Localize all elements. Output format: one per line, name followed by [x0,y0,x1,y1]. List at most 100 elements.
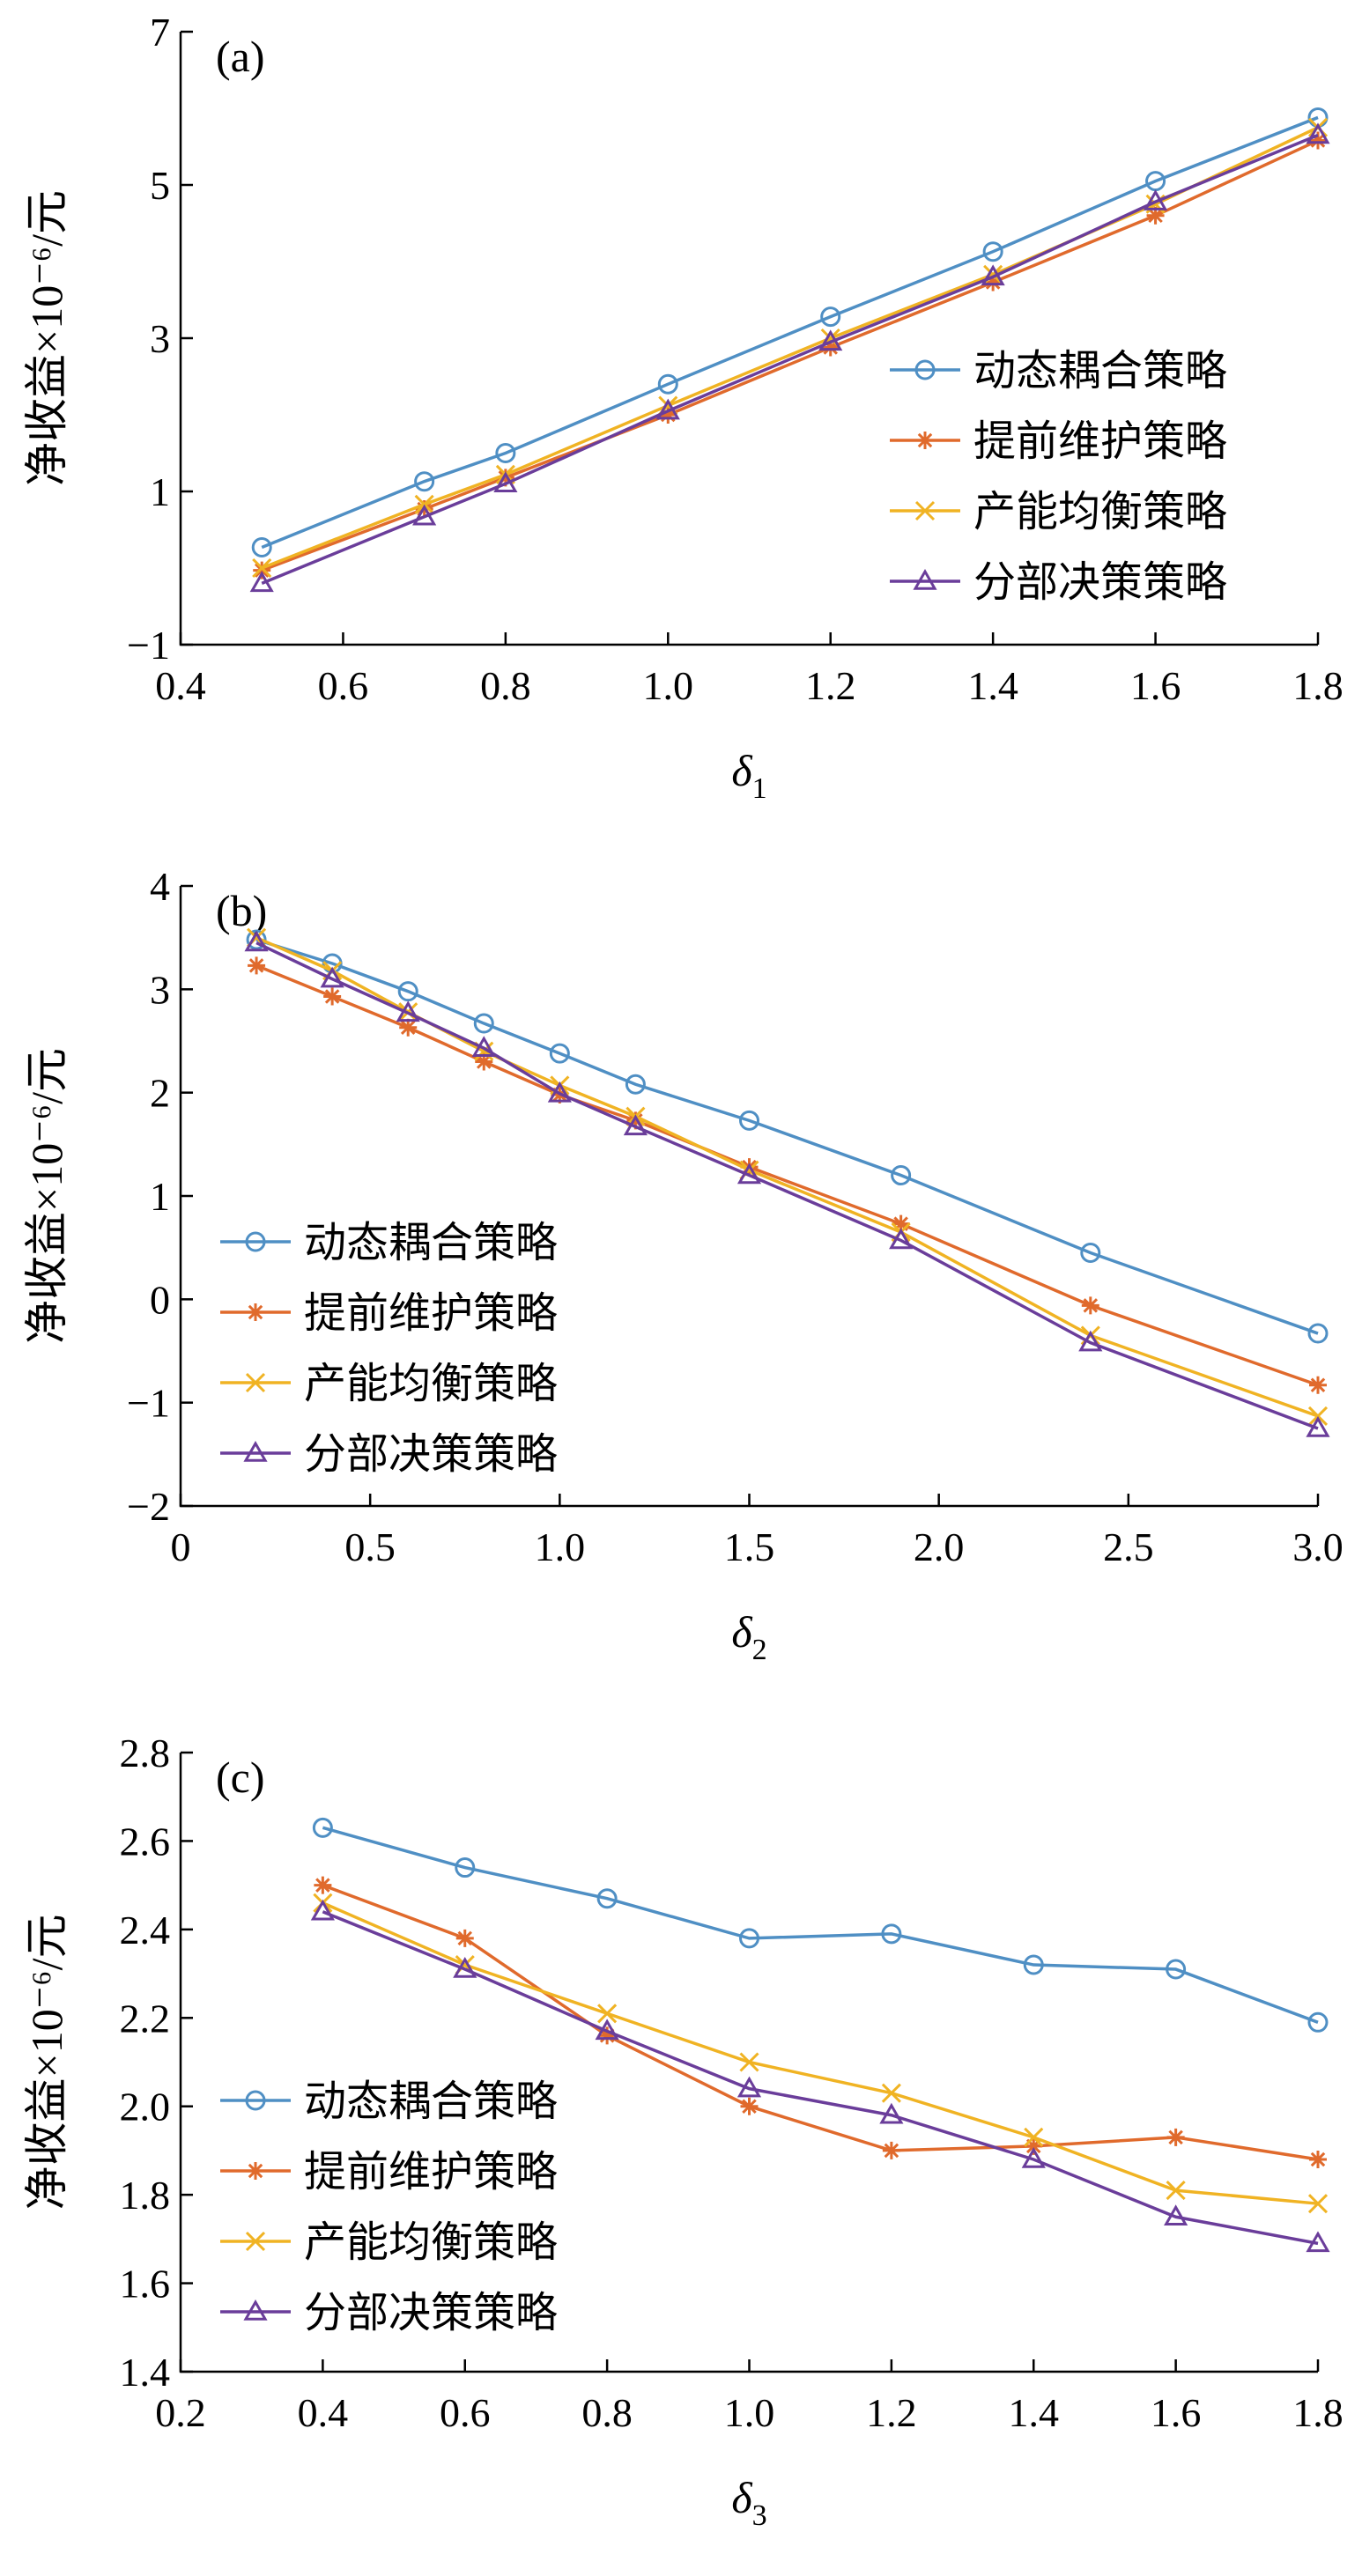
data-point [397,981,418,1002]
data-point [1307,2011,1329,2033]
y-tick-label: 1.4 [120,2350,171,2395]
legend-marker [247,1303,264,1321]
x-tick-label: 0.4 [155,663,206,708]
legend-label: 分部决策策略 [304,1429,558,1479]
data-point [1166,2181,1186,2201]
data-point [981,264,1005,286]
x-axis-title: δ1 [731,746,766,805]
panel-label: (b) [216,886,267,935]
legend-label: 动态耦合策略 [304,2077,558,2126]
data-point [310,1899,335,1921]
chart-panel-3: 0.2 0.4 0.6 0.8 1.0 1.2 1.4 1.6 1.8 1.4 1.6 1.8 2.0 2… [22,1731,1343,2532]
series-3 [313,1893,1329,2214]
y-tick-label: 7 [150,10,170,55]
x-axis-title: δ3 [731,2473,766,2532]
data-point [251,537,272,558]
data-point [596,1888,618,1909]
y-tick-label: 2.4 [120,1908,171,1952]
series-line [255,936,1319,1418]
legend-marker [245,1231,266,1252]
data-point [891,1165,912,1186]
y-tick-label: 1 [150,1174,170,1219]
legend-marker [247,2162,264,2180]
data-point [1309,2150,1327,2168]
legend-label: 动态耦合策略 [304,1218,558,1267]
series-4 [244,930,1330,1437]
axes-frame [179,886,1318,1508]
series-2 [253,131,1327,579]
data-point [657,373,678,395]
data-point [396,1000,420,1022]
data-point [598,2026,617,2045]
data-point [889,1228,914,1250]
data-point [595,2019,619,2041]
data-point [659,406,677,424]
y-tick-label: 1.8 [120,2173,171,2218]
data-point [475,1052,493,1071]
legend-label: 产能均衡策略 [973,487,1227,536]
data-point [1166,2128,1185,2146]
legend-label: 动态耦合策略 [973,346,1227,395]
x-tick-label: 2.5 [1103,1524,1154,1569]
legend-marker [916,432,934,449]
legend-marker [913,568,937,590]
y-axis-title: 净收益×10⁻⁶/元 [22,1048,71,1344]
data-point [453,1957,477,1978]
data-point [312,1817,333,1838]
data-point [244,930,269,952]
data-point [818,329,843,351]
data-point [623,1114,648,1136]
legend-marker [245,1372,266,1393]
data-point [1025,2137,1043,2155]
x-tick-label: 1.2 [866,2390,917,2435]
x-tick-label: 1.2 [805,663,856,708]
data-point [455,1929,474,1947]
data-point [984,273,1003,292]
x-tick-label: 0.4 [298,2390,349,2435]
x-tick-label: 1.8 [1292,2390,1343,2435]
data-point [1078,1330,1103,1352]
y-tick-label: 2.2 [120,1996,171,2041]
data-point [1306,1415,1330,1437]
x-tick-label: 0.8 [480,663,531,708]
y-tick-label: 0 [150,1277,170,1322]
x-tick-label: 0.8 [581,2390,633,2435]
y-tick-label: −1 [127,623,170,668]
series-line [261,115,1319,550]
series-4 [249,122,1330,593]
x-tick-label: 1.4 [967,663,1018,708]
y-tick-label: −1 [127,1381,170,1426]
y-tick-label: −2 [127,1484,170,1529]
x-tick-label: 1.0 [724,2390,775,2435]
data-point [414,471,435,492]
y-tick-label: 5 [150,163,170,208]
legend-marker [245,2090,266,2111]
data-point [1166,1959,1187,1980]
panel-label: (a) [216,32,265,81]
data-point [496,469,514,487]
legend-label: 产能均衡策略 [304,2218,558,2267]
y-axis-title: 净收益×10⁻⁶/元 [22,1915,71,2211]
data-point [1024,2127,1044,2147]
y-tick-label: 4 [150,864,170,909]
chart-panel-1: 0.4 0.6 0.8 1.0 1.2 1.4 1.6 1.8 −1 1 3 5 7 (a) δ1 净收益×1… [22,10,1343,805]
data-point [1023,1954,1044,1975]
data-point [1307,2194,1329,2214]
data-point [252,557,272,579]
chart-panel-2: 0 0.5 1.0 1.5 2.0 2.5 3.0 −2 −1 0 1 2 3 4 (b) δ2 净收益×10⁻… [22,864,1343,1666]
data-point [493,471,518,493]
data-point [737,2076,762,2098]
data-point [412,504,437,526]
y-tick-label: 3 [150,967,170,1012]
data-point [1309,1376,1327,1394]
series-line [322,1910,1319,2246]
data-point [626,1111,645,1130]
data-point [1307,1406,1329,1426]
legend-label: 分部决策策略 [973,557,1227,607]
data-point [655,398,680,420]
data-point [821,338,840,357]
legend-label: 提前维护策略 [973,417,1227,466]
data-point [455,1857,476,1878]
y-tick-label: 2.0 [120,2085,171,2129]
